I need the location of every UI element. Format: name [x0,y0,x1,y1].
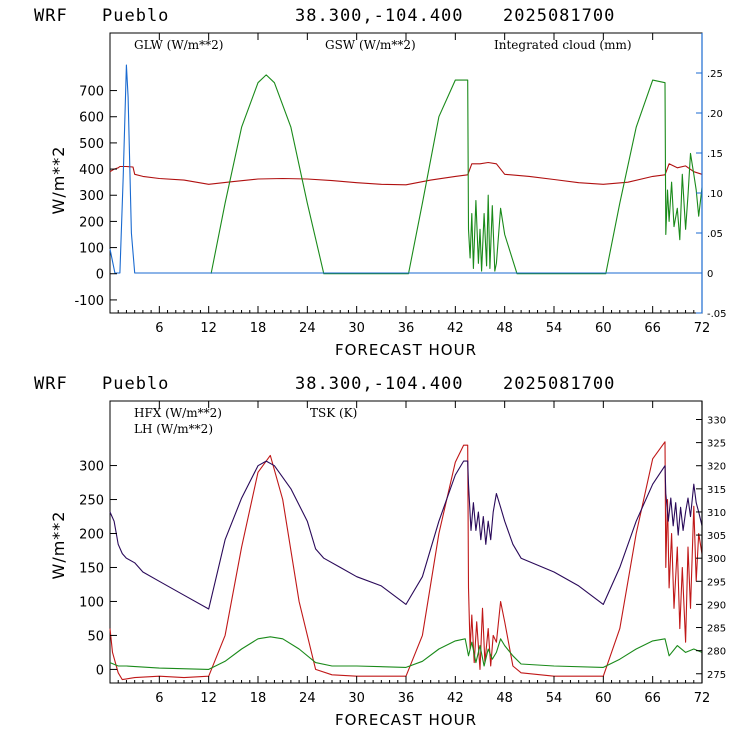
x-tick-label: 48 [496,691,513,706]
y-tick-label: 500 [79,137,104,152]
x-tick-label: 54 [546,691,563,706]
series-line-integrated [109,64,702,274]
series-line-lh [109,636,703,670]
y-tick-label: -100 [74,294,104,309]
y-tick-label: 50 [87,629,104,644]
panel2-coords-label: 38.300,-104.400 [295,374,464,394]
panel1-y2-ticks: -.05 0 .05 .10 .15 .20 .25 [696,33,727,320]
y-tick-label: 250 [79,494,104,509]
y2-tick-label: .25 [707,69,723,80]
y-tick-label: 100 [79,595,104,610]
x-tick-label: 12 [200,321,217,336]
legend-tsk: TSK (K) [310,406,357,420]
y-tick-label: 700 [79,85,104,100]
y-tick-label: 600 [79,111,104,126]
y-tick-label: 100 [79,242,104,257]
x-tick-label: 66 [644,321,661,336]
y2-tick-label: .10 [707,189,723,200]
legend-gsw: GSW (W/m**2) [325,38,416,52]
panel1-series-group [109,64,703,275]
panel2-y-ticks: 0 50 100 150 200 250 300 [79,460,117,678]
y2-tick-label: .20 [707,109,723,120]
x-tick-label: 36 [398,691,415,706]
x-tick-label: 72 [694,321,711,336]
panel1-model-label: WRF [34,6,68,26]
y2-tick-label: 300 [707,554,726,565]
series-line-glw [109,161,703,186]
x-tick-label: 42 [447,691,464,706]
panel2-x-ticks: 6 12 18 24 30 36 42 48 54 60 66 72 [117,401,711,706]
panel2-date-label: 2025081700 [503,374,615,394]
y2-tick-label: 320 [707,462,726,473]
x-tick-label: 30 [348,691,365,706]
panel1-station-label: Pueblo [102,6,169,26]
x-tick-label: 42 [447,321,464,336]
x-tick-label: 24 [299,321,316,336]
series-line-tsk [109,460,703,610]
y2-tick-label: 285 [707,624,726,635]
panel2-station-label: Pueblo [102,374,169,394]
panel2-series-group [109,441,703,681]
panel2-y2-ticks: 275 280 285 290 295 300 305 310 315 320 325 330 [696,401,726,683]
y2-tick-label: 325 [707,439,726,450]
y2-tick-label: 280 [707,647,726,658]
series-line-gsw [210,74,703,275]
y2-tick-label: 290 [707,600,726,611]
x-tick-label: 18 [250,691,267,706]
y-tick-label: 0 [96,268,104,283]
x-tick-label: 72 [694,691,711,706]
legend-cloud: Integrated cloud (mm) [494,38,632,52]
series-line-hfx [109,441,703,681]
y-tick-label: 200 [79,528,104,543]
x-tick-label: 30 [348,321,365,336]
x-tick-label: 18 [250,321,267,336]
y-tick-label: 300 [79,189,104,204]
y-tick-label: 300 [79,460,104,475]
y-tick-label: 150 [79,561,104,576]
y2-tick-label: 275 [707,670,726,681]
chart-radiation: 6 12 18 24 30 36 42 48 54 60 66 72 -100 0 100 200 300 40… [49,32,727,359]
panel1-x-ticks: 6 12 18 24 30 36 42 48 54 60 66 72 [117,33,711,336]
y2-tick-label: 305 [707,531,726,542]
x-tick-label: 60 [595,691,612,706]
x-tick-label: 6 [155,321,163,336]
y-tick-label: 400 [79,163,104,178]
panel2-frame [109,400,703,684]
panel1-header: WRF Pueblo 38.300,-104.400 2025081700 [34,6,615,26]
y-tick-label: 200 [79,215,104,230]
panel1-date-label: 2025081700 [503,6,615,26]
panel1-y-axis-label: W/m**2 [49,146,68,215]
panel1-frame [109,32,703,314]
x-tick-label: 36 [398,321,415,336]
legend-hfx: HFX (W/m**2) [134,406,222,420]
chart-flux: 6 12 18 24 30 36 42 48 54 60 66 72 0 50 100 150 200 250 3… [49,400,726,729]
x-tick-label: 12 [200,691,217,706]
panel2-header: WRF Pueblo 38.300,-104.400 2025081700 [34,374,615,394]
panel1-x-axis-label: FORECAST HOUR [335,341,477,359]
panel1-coords-label: 38.300,-104.400 [295,6,464,26]
panel2-x-axis-label: FORECAST HOUR [335,711,477,729]
x-tick-label: 54 [546,321,563,336]
x-tick-label: 66 [644,691,661,706]
y2-tick-label: 315 [707,485,726,496]
legend-glw: GLW (W/m**2) [134,38,223,52]
panel2-model-label: WRF [34,374,68,394]
y2-tick-label: 330 [707,415,726,426]
y2-tick-label: 0 [707,269,713,280]
legend-lh: LH (W/m**2) [134,422,213,436]
y2-tick-label: 295 [707,577,726,588]
y-tick-label: 0 [96,663,104,678]
y2-tick-label: 310 [707,508,726,519]
y2-tick-label: -.05 [707,309,727,320]
x-tick-label: 48 [496,321,513,336]
y2-tick-label: .15 [707,149,723,160]
y2-tick-label: .05 [707,229,723,240]
x-tick-label: 60 [595,321,612,336]
panel2-y-axis-label: W/m**2 [49,511,68,580]
panel1-y-ticks: -100 0 100 200 300 400 500 600 700 [74,85,117,309]
x-tick-label: 6 [155,691,163,706]
x-tick-label: 24 [299,691,316,706]
